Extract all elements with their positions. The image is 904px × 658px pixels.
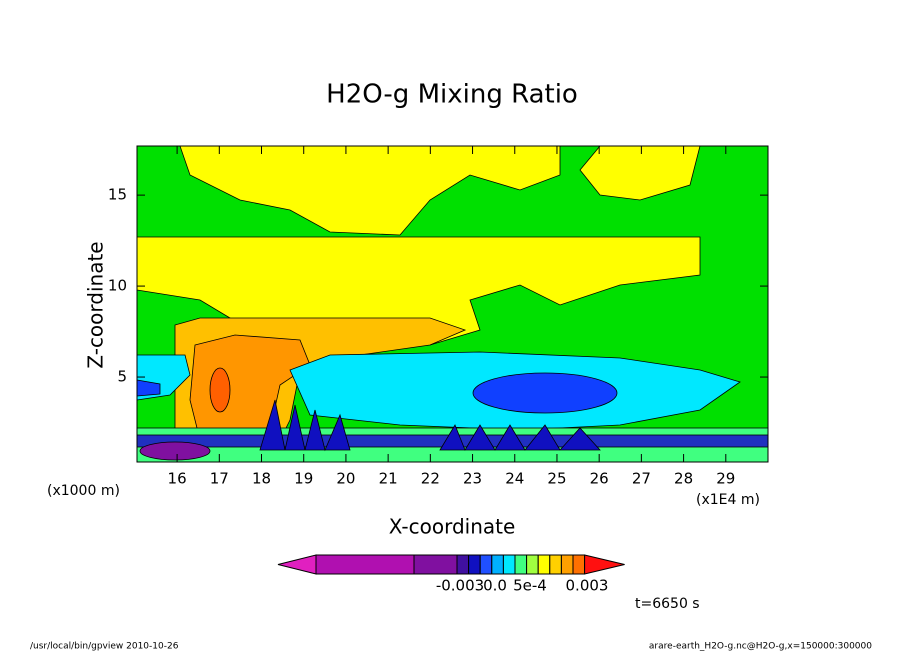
x-tick-label: 29: [716, 470, 735, 488]
x-tick-label: 27: [632, 470, 651, 488]
colorbar-label: 0.003: [566, 577, 609, 595]
x-tick-label: 17: [210, 470, 229, 488]
y-axis-label: Z-coordinate: [84, 241, 108, 368]
time-label: t=6650 s: [635, 596, 700, 612]
x-axis-label: X-coordinate: [389, 515, 516, 539]
x-tick-label: 19: [294, 470, 313, 488]
x-tick-label: 16: [168, 470, 187, 488]
colorbar-segment: [502, 554, 516, 575]
x-tick-label: 26: [590, 470, 609, 488]
colorbar-segment: [572, 554, 586, 575]
contour-field: [137, 146, 768, 462]
colorbar-label: 5e-4: [513, 577, 547, 595]
x-tick-label: 18: [252, 470, 271, 488]
colorbar-segment: [315, 554, 415, 575]
y-tick-label: 5: [117, 368, 127, 386]
colorbar-segment: [514, 554, 528, 575]
colorbar-segment: [468, 554, 481, 575]
colorbar-arrow: [584, 554, 625, 575]
colorbar-arrow: [277, 554, 317, 575]
colorbar-label: -0.003: [436, 577, 484, 595]
x-tick-label: 25: [547, 470, 566, 488]
colorbar-segment: [491, 554, 504, 575]
x-tick-label: 22: [421, 470, 440, 488]
x-tick-label: 20: [336, 470, 355, 488]
x-unit: (x1E4 m): [696, 492, 760, 508]
x-tick-label: 21: [379, 470, 398, 488]
colorbar-segment: [560, 554, 574, 575]
y-unit: (x1000 m): [47, 483, 120, 499]
colorbar-segment: [537, 554, 551, 575]
x-tick-label: 23: [463, 470, 482, 488]
colorbar-segment: [526, 554, 539, 575]
colorbar-segment: [479, 554, 493, 575]
footer-left: /usr/local/bin/gpview 2010-10-26: [30, 642, 179, 652]
colorbar-segment: [456, 554, 470, 575]
footer-right: arare-earth_H2O-g.nc@H2O-g,x=150000:3000…: [649, 642, 872, 652]
y-tick-label: 10: [108, 277, 127, 295]
colorbar-label: 0.0: [483, 577, 507, 595]
x-tick-label: 28: [674, 470, 693, 488]
x-tick-label: 24: [505, 470, 524, 488]
chart-title: H2O-g Mixing Ratio: [326, 80, 578, 110]
colorbar-segment: [413, 554, 458, 575]
plot-frame: [136, 145, 769, 463]
colorbar-segment: [549, 554, 562, 575]
y-tick-label: 15: [108, 186, 127, 204]
